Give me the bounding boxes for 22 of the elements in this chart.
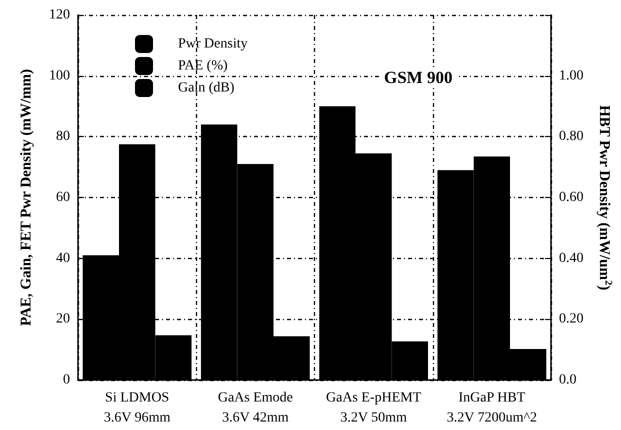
y2-tick-label: 0.60 (559, 190, 584, 205)
y-tick-label: 40 (56, 250, 70, 266)
y-axis-title: PAE, Gain, FET Pwr Density (mW/mm) (18, 68, 34, 326)
x-tick-label: Si LDMOS 3.6V 96mm (104, 390, 171, 426)
x-tick-label: GaAs Emode 3.6V 42mm (218, 390, 293, 426)
y2-tick-label: 0.20 (559, 312, 584, 327)
y-tick-label: 60 (56, 190, 70, 205)
x-tick-label: InGaP HBT 3.2V 7200um^2 (446, 390, 538, 426)
legend-label: Pwr Density (178, 36, 248, 52)
y2-tick-label: 1.00 (559, 68, 584, 84)
legend-label: Gain (dB) (178, 80, 235, 96)
y-tick-label: 100 (49, 68, 70, 84)
x-tick-label: GaAs E-pHEMT 3.2V 50mm (326, 390, 422, 426)
y-tick-label: 20 (56, 312, 70, 327)
y2-tick-label: 0.40 (559, 250, 584, 266)
annotation: GSM 900 (384, 68, 452, 87)
y2-tick-label: 0.0 (559, 372, 576, 388)
y2-tick-label: 0.80 (559, 129, 584, 144)
y2-axis-title: HBT Pwr Density (mW/um2) (596, 105, 614, 290)
y-tick-label: 0 (63, 372, 70, 388)
y-tick-label: 80 (56, 129, 70, 144)
y-tick-label: 120 (49, 8, 70, 22)
